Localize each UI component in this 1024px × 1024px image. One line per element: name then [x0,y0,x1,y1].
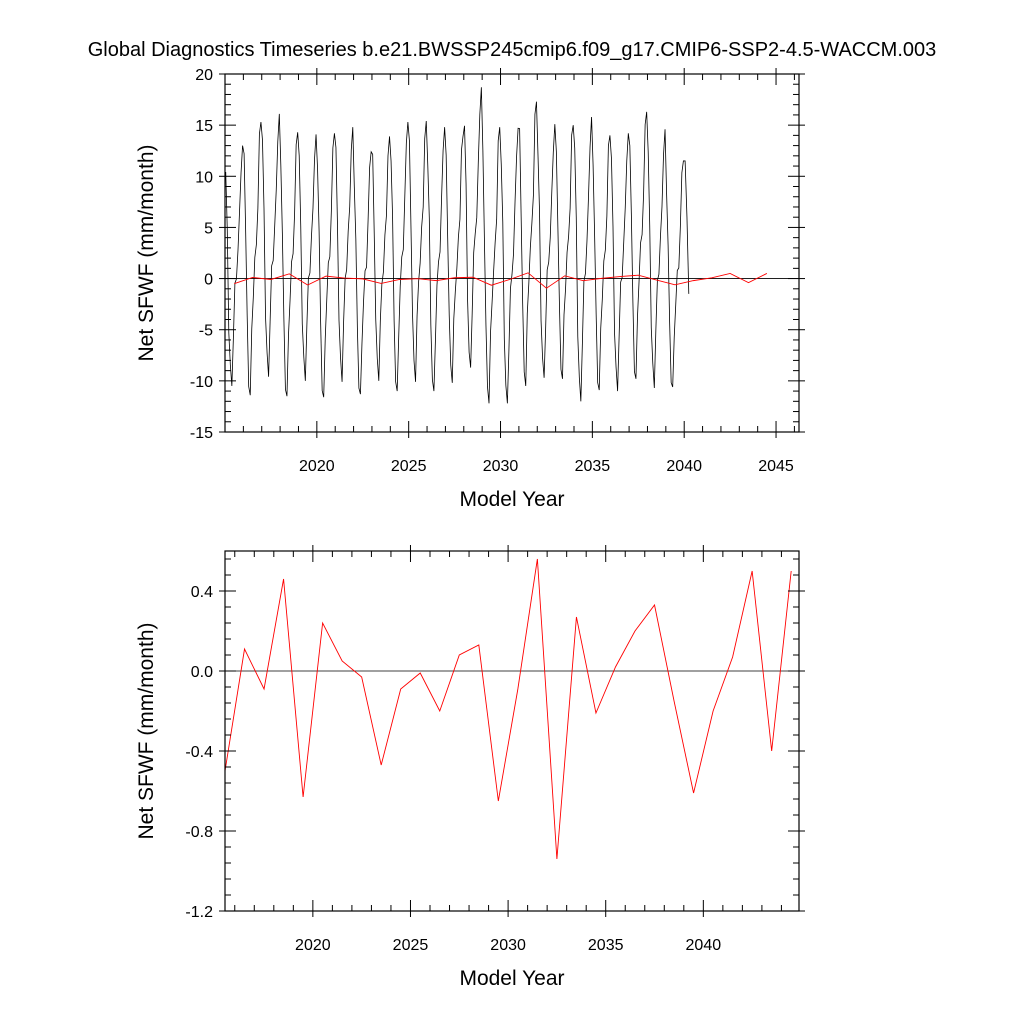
x-axis-title: Model Year [459,488,564,511]
x-tick-label: 2025 [393,937,429,954]
y-tick-label: -10 [190,374,213,391]
y-tick-label: -5 [199,323,213,340]
y-tick-label: -1.2 [185,904,213,921]
plot-frame [224,550,800,912]
chart-title: Global Diagnostics Timeseries b.e21.BWSS… [88,39,937,61]
series-line-0 [225,558,792,860]
x-tick-label: 2020 [295,937,331,954]
x-tick-label: 2035 [575,458,611,475]
y-axis-title: Net SFWF (mm/month) [135,622,158,839]
y-tick-label: -0.4 [185,744,213,761]
series-line-1 [234,272,768,289]
y-tick-label: 15 [195,118,213,135]
plot-frame [224,73,800,433]
y-tick-label: 10 [195,169,213,186]
x-tick-label: 2030 [483,458,519,475]
x-axis-title: Model Year [459,967,564,990]
bottom-annual-mean-panel: -1.2 -0.8 -0.4 0.0 0.4 2020 2025 2030 2035 2040 Mo… [135,545,805,990]
y-tick-label: 5 [204,220,213,237]
x-tick-label: 2045 [758,458,794,475]
x-tick-label: 2040 [686,937,722,954]
x-tick-label: 2035 [588,937,624,954]
y-tick-label: -15 [190,425,213,442]
x-tick-label: 2030 [490,937,526,954]
y-tick-label: -0.8 [185,824,213,841]
series-line-0 [225,87,690,404]
x-tick-label: 2025 [391,458,427,475]
x-tick-label: 2040 [666,458,702,475]
y-tick-label: 0 [204,272,213,289]
y-tick-label: 20 [195,67,213,84]
y-axis-title: Net SFWF (mm/month) [135,144,158,361]
y-tick-label: 0.0 [191,664,213,681]
x-tick-label: 2020 [299,458,335,475]
y-tick-label: 0.4 [191,584,213,601]
